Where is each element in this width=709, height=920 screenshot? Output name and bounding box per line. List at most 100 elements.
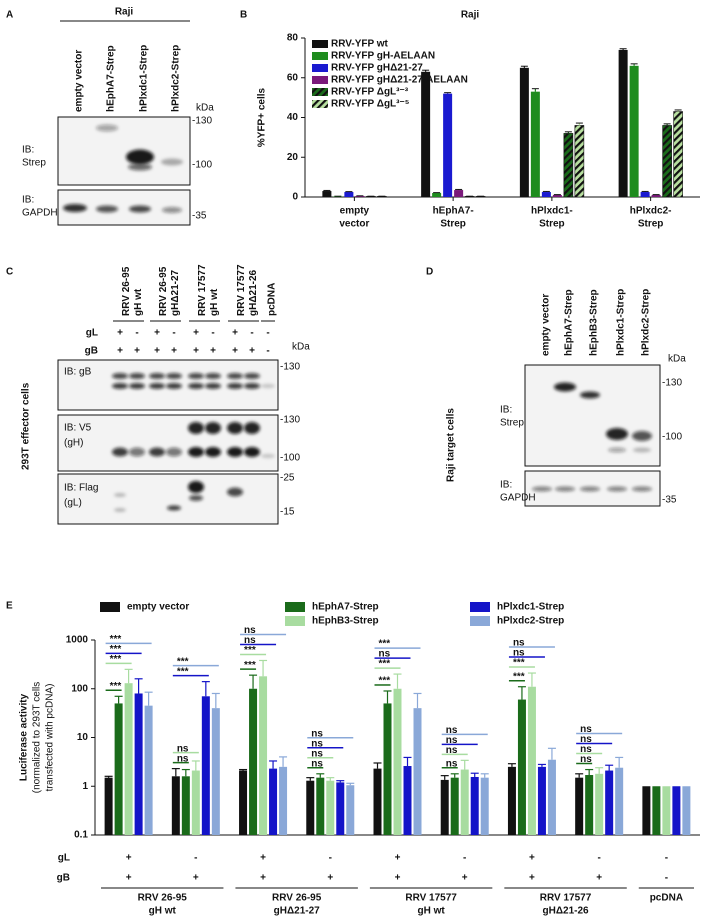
significance-label: ns (311, 748, 323, 759)
kda-label: kDa (292, 342, 310, 353)
bar (460, 769, 469, 835)
band (112, 383, 128, 389)
bar (541, 192, 551, 197)
bar (605, 770, 614, 835)
panel-letter: E (6, 601, 13, 612)
legend-label: empty vector (127, 602, 189, 613)
bar (322, 191, 332, 197)
bar (672, 786, 681, 835)
y-tick-label: 60 (287, 72, 299, 83)
sign: - (597, 853, 600, 864)
group-label: gH wt (149, 906, 177, 917)
sign: + (193, 873, 199, 884)
bar (134, 693, 143, 835)
significance-label: ns (177, 743, 189, 754)
group-label: RRV 26-95 (138, 893, 188, 904)
y-tick-label: 20 (287, 152, 299, 163)
sign: - (250, 328, 253, 339)
bar (114, 703, 123, 835)
ib-label: GAPDH (500, 493, 536, 504)
bar (662, 786, 671, 835)
bar (652, 786, 661, 835)
sign: + (529, 873, 535, 884)
sign: + (193, 346, 199, 357)
sign: + (171, 346, 177, 357)
sign: + (327, 873, 333, 884)
significance-label: ns (580, 724, 592, 735)
band (149, 383, 165, 389)
sign: - (172, 328, 175, 339)
band (149, 447, 165, 457)
significance-label: ns (311, 728, 323, 739)
group-label: gHΔ21-27 (274, 906, 321, 917)
sign: - (266, 346, 269, 357)
bar (585, 775, 594, 835)
sign: - (665, 873, 668, 884)
side-label: 293T effector cells (21, 382, 32, 470)
bar (629, 65, 639, 197)
band (188, 481, 204, 493)
significance-label: *** (110, 644, 122, 655)
y-axis-label: Luciferase activity (19, 693, 30, 781)
sign: + (210, 346, 216, 357)
legend-swatch (312, 76, 328, 84)
legend-label: RRV-YFP gHΔ21-27 (331, 63, 423, 74)
bar (537, 766, 546, 835)
bar (249, 688, 258, 835)
significance-label: *** (513, 658, 525, 669)
lane-group-label: gH wt (133, 288, 144, 316)
legend-label: hPlxdc2-Strep (497, 616, 564, 627)
band (188, 373, 204, 379)
kda-marker: -130 (280, 362, 300, 373)
lane-label: hPlxdc2-Strep (171, 45, 182, 112)
bar (470, 776, 479, 835)
band (166, 373, 182, 379)
lane-label: hPlxdc1-Strep (616, 289, 627, 356)
chart-title: Raji (461, 10, 480, 21)
side-label: Raji target cells (446, 408, 457, 482)
kda-label: kDa (668, 354, 686, 365)
lane-label: empty vector (541, 294, 552, 356)
band (244, 447, 260, 457)
group-label: gHΔ21-26 (543, 906, 590, 917)
legend-label: RRV-YFP gHΔ21-27-AELAAN (331, 75, 468, 86)
y-tick-label: 0.1 (74, 830, 88, 841)
y-axis-label: %YFP+ cells (257, 87, 268, 147)
bar (517, 699, 526, 835)
bar (450, 777, 459, 835)
bar (563, 133, 574, 198)
x-tick-label: hPlxdc1- (531, 206, 573, 217)
bar (393, 688, 402, 835)
bar (171, 776, 180, 835)
ib-label: IB: (22, 195, 34, 206)
bar (269, 768, 278, 835)
lane-group-label: RRV 17577 (236, 264, 247, 316)
band (161, 158, 183, 166)
kda-marker: -130 (662, 378, 682, 389)
bar (181, 776, 190, 835)
band (189, 495, 203, 501)
sign: + (232, 346, 238, 357)
y-tick-label: 100 (71, 683, 88, 694)
significance-label: *** (513, 671, 525, 682)
sign: + (193, 328, 199, 339)
bar (336, 782, 345, 835)
group-label: pcDNA (650, 893, 683, 904)
kda-marker: -15 (280, 507, 295, 518)
band (606, 428, 628, 440)
y-tick-label: 1 (82, 781, 88, 792)
band (632, 486, 652, 492)
band (167, 505, 181, 511)
bar (144, 705, 153, 835)
kda-marker: -130 (280, 415, 300, 426)
band (555, 486, 575, 492)
legend-swatch (285, 616, 305, 626)
group-label: gH wt (418, 906, 446, 917)
sign: + (126, 873, 132, 884)
sign: + (260, 853, 266, 864)
legend-swatch (470, 616, 490, 626)
kda-marker: -25 (280, 473, 295, 484)
band (166, 447, 182, 457)
ib-label: (gH) (64, 438, 83, 449)
bar (552, 195, 562, 197)
